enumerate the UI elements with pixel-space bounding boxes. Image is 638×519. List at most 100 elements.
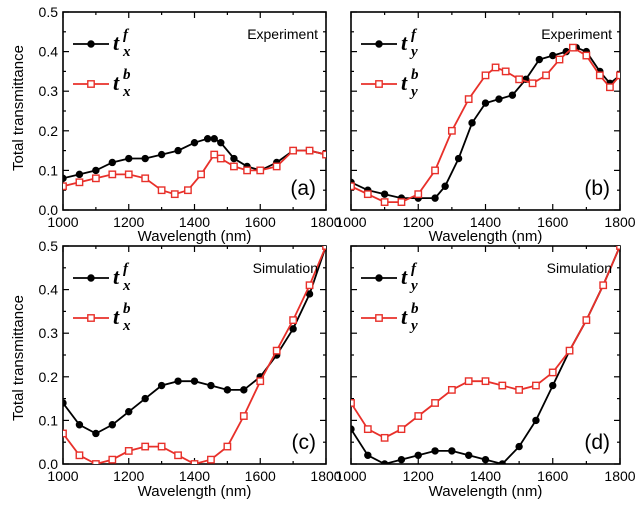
data-point — [210, 150, 219, 159]
data-point — [481, 377, 490, 386]
data-point — [464, 451, 473, 459]
legend-label: t — [113, 30, 120, 55]
x-tick-label: 1200 — [403, 468, 434, 484]
legend-label-subscript: x — [122, 318, 131, 334]
data-point — [542, 71, 550, 80]
data-point — [108, 455, 117, 464]
legend-label-subscript: y — [409, 278, 418, 294]
x-tick-label: 1800 — [310, 214, 341, 230]
y-tick-label: 0.4 — [39, 44, 59, 60]
legend: t fxt bx — [73, 27, 131, 100]
legend-label: t — [113, 304, 120, 329]
data-point — [532, 381, 540, 390]
data-point — [207, 455, 215, 464]
data-point — [606, 83, 614, 92]
data-point — [548, 368, 557, 377]
legend-item-b: t bx — [73, 67, 131, 100]
data-point — [549, 51, 557, 60]
data-point — [63, 174, 67, 183]
data-point — [190, 460, 199, 464]
x-axis-label: Wavelength (nm) — [429, 483, 543, 500]
legend: t fyt by — [361, 27, 419, 100]
panel-annotation: Simulation — [253, 260, 318, 276]
y-tick-label: 0.5 — [39, 4, 59, 20]
legend-label-superscript: b — [411, 301, 419, 317]
data-point — [599, 281, 608, 290]
data-point — [174, 146, 182, 155]
panel-annotation: Experiment — [247, 26, 318, 42]
data-point — [549, 381, 557, 390]
legend-marker — [87, 314, 95, 322]
data-point — [441, 182, 449, 190]
y-tick-label: 0.4 — [39, 282, 59, 298]
data-point — [170, 190, 179, 199]
data-point — [256, 166, 265, 175]
data-point — [535, 55, 543, 64]
legend-label-superscript: f — [411, 261, 418, 277]
legend-label-subscript: y — [409, 44, 418, 60]
data-point — [380, 198, 389, 206]
legend-label-superscript: b — [123, 301, 131, 317]
series-line — [63, 149, 326, 196]
data-point — [364, 451, 372, 459]
data-point — [75, 451, 84, 460]
data-point — [63, 429, 67, 438]
data-point — [508, 91, 517, 99]
legend-label-subscript: x — [122, 278, 131, 294]
series-f-x — [63, 135, 326, 183]
x-axis-label: Wavelength (nm) — [429, 228, 543, 245]
legend-item-b: t bx — [73, 301, 131, 334]
y-tick-label: 0.3 — [39, 325, 59, 341]
data-point — [414, 412, 423, 420]
x-tick-label: 1800 — [604, 468, 635, 484]
data-point — [223, 442, 232, 451]
data-point — [501, 67, 510, 76]
data-point — [174, 451, 182, 460]
data-point — [157, 186, 166, 195]
chart-panel-3: 1000 1200 1400 1600 1800 0.0 0.1 0.2 0.3 0.4 0.5 Wa… — [39, 238, 342, 500]
y-tick-label: 0.3 — [39, 83, 59, 99]
data-point — [289, 146, 298, 155]
data-point — [243, 166, 251, 175]
y-tick-label: 0.2 — [39, 369, 59, 385]
y-tick-label: 0.0 — [39, 456, 59, 472]
legend: t fyt by — [361, 261, 419, 334]
x-tick-label: 1000 — [47, 468, 78, 484]
legend-label-subscript: x — [122, 44, 131, 60]
legend-marker — [375, 40, 383, 48]
legend-item-b: t by — [361, 67, 419, 100]
y-axis-label-bottom: Total transmittance — [10, 295, 27, 421]
y-tick-label: 0.2 — [39, 123, 59, 139]
series-line — [351, 46, 620, 200]
legend-item-f: t fx — [73, 27, 131, 60]
data-point — [498, 460, 507, 464]
data-point — [351, 182, 355, 191]
data-point — [322, 150, 326, 159]
legend: t fxt bx — [73, 261, 131, 334]
data-point — [431, 447, 439, 455]
data-point — [481, 455, 490, 464]
x-axis-label: Wavelength (nm) — [138, 483, 252, 500]
legend-label-superscript: f — [123, 261, 130, 277]
data-point — [256, 377, 265, 386]
legend-marker — [87, 80, 95, 88]
x-tick-label: 1400 — [179, 214, 210, 230]
data-point — [91, 460, 100, 464]
x-tick-label: 1000 — [335, 214, 366, 230]
data-point — [210, 135, 218, 143]
data-point — [157, 150, 166, 159]
y-axis-label-top: Total transmittance — [10, 45, 27, 171]
data-point — [397, 425, 406, 434]
data-point — [481, 71, 490, 80]
panel-annotation: Experiment — [541, 26, 612, 42]
panel-label: (b) — [584, 177, 610, 200]
data-point — [582, 316, 591, 325]
data-point — [565, 346, 574, 355]
data-point — [63, 399, 67, 407]
data-point — [141, 394, 149, 403]
legend-label-superscript: b — [123, 67, 131, 83]
data-point — [108, 421, 117, 429]
data-point — [272, 346, 281, 355]
data-point — [92, 166, 100, 175]
